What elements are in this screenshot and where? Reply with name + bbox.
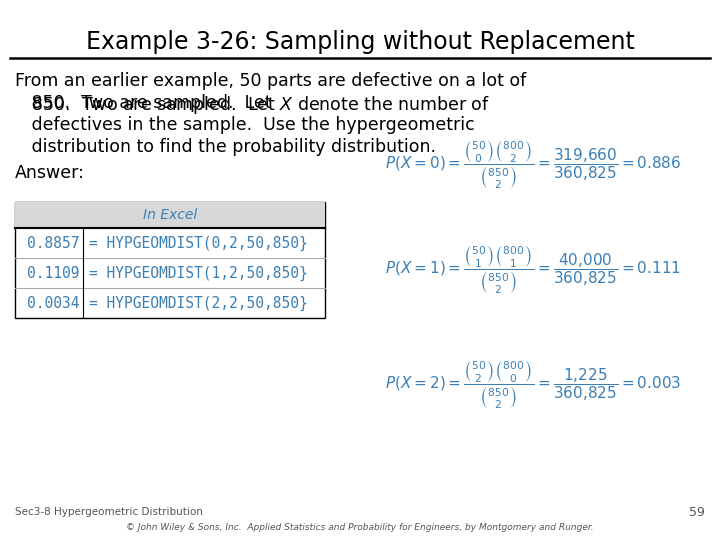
Text: 59: 59 xyxy=(689,505,705,518)
Text: defectives in the sample.  Use the hypergeometric: defectives in the sample. Use the hyperg… xyxy=(15,116,474,134)
Text: Sec3-8 Hypergeometric Distribution: Sec3-8 Hypergeometric Distribution xyxy=(15,507,203,517)
Text: Answer:: Answer: xyxy=(15,164,85,182)
Text: 0.0034: 0.0034 xyxy=(27,295,79,310)
Text: Example 3-26: Sampling without Replacement: Example 3-26: Sampling without Replaceme… xyxy=(86,30,634,54)
Text: = HYPGEOMDIST(0,2,50,850}: = HYPGEOMDIST(0,2,50,850} xyxy=(89,235,307,251)
Text: 850.  Two are sampled.  Let: 850. Two are sampled. Let xyxy=(15,94,277,112)
Text: From an earlier example, 50 parts are defective on a lot of: From an earlier example, 50 parts are de… xyxy=(15,72,526,90)
Text: $P(X=1)=\dfrac{\binom{50}{1}\binom{800}{1}}{\binom{850}{2}}=\dfrac{40{,}000}{360: $P(X=1)=\dfrac{\binom{50}{1}\binom{800}{… xyxy=(385,244,681,296)
Text: 0.1109: 0.1109 xyxy=(27,266,79,280)
Text: 0.8857: 0.8857 xyxy=(27,235,79,251)
Text: $P(X=0)=\dfrac{\binom{50}{0}\binom{800}{2}}{\binom{850}{2}}=\dfrac{319{,}660}{36: $P(X=0)=\dfrac{\binom{50}{0}\binom{800}{… xyxy=(385,139,681,191)
Text: $P(X=2)=\dfrac{\binom{50}{2}\binom{800}{0}}{\binom{850}{2}}=\dfrac{1{,}225}{360{: $P(X=2)=\dfrac{\binom{50}{2}\binom{800}{… xyxy=(385,359,681,411)
Bar xyxy=(15,202,325,318)
Text: © John Wiley & Sons, Inc.  Applied Statistics and Probability for Engineers, by : © John Wiley & Sons, Inc. Applied Statis… xyxy=(126,523,594,532)
Text: 850.  Two are sampled.  Let $X$ denote the number of: 850. Two are sampled. Let $X$ denote the… xyxy=(15,94,490,116)
Text: In Excel: In Excel xyxy=(143,208,197,222)
Text: = HYPGEOMDIST(2,2,50,850}: = HYPGEOMDIST(2,2,50,850} xyxy=(89,295,307,310)
Bar xyxy=(15,202,325,228)
Text: = HYPGEOMDIST(1,2,50,850}: = HYPGEOMDIST(1,2,50,850} xyxy=(89,265,307,281)
Text: distribution to find the probability distribution.: distribution to find the probability dis… xyxy=(15,138,436,156)
